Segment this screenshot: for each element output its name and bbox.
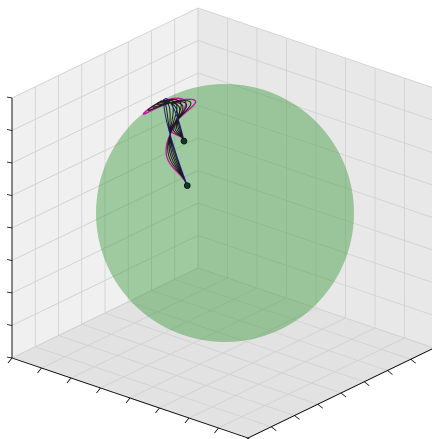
curve-2: [147, 98, 192, 186]
grid-line: [197, 40, 432, 121]
sphere: [96, 84, 354, 342]
grid-line: [159, 317, 346, 409]
grid-line: [11, 72, 199, 164]
curve-5: [159, 100, 188, 186]
grid-lines: [11, 7, 432, 439]
grid-line: [11, 40, 199, 131]
y-tick: [340, 392, 347, 398]
y-tick: [364, 381, 370, 387]
grid-line: [129, 307, 317, 399]
y-tick: [410, 358, 416, 364]
x-tick: [37, 367, 42, 374]
endpoint-layer: [180, 137, 191, 189]
z-tick: [6, 194, 13, 196]
z-tick: [6, 324, 13, 326]
z-tick: [6, 356, 13, 359]
endpoint-start: [183, 182, 191, 189]
curve-4: [156, 100, 188, 186]
curve-3: [152, 99, 188, 186]
x-tick: [214, 427, 219, 434]
curve-7: [163, 98, 188, 186]
grid-line: [197, 105, 432, 186]
y-tick: [271, 426, 277, 432]
z-tick: [6, 161, 13, 164]
z-tick: [6, 226, 13, 229]
x-tick: [7, 357, 13, 364]
x-tick: [125, 397, 131, 404]
curve-layer: [142, 97, 197, 186]
x-tick: [66, 377, 72, 384]
z-tick: [6, 259, 13, 261]
y-tick: [294, 415, 300, 420]
grid-line: [35, 346, 272, 428]
sphere-layer: [96, 84, 354, 342]
grid-line: [197, 72, 432, 153]
y-tick: [317, 403, 323, 409]
grid-line: [197, 7, 432, 88]
grid-line: [218, 337, 405, 429]
z-tick: [6, 96, 13, 99]
z-tick: [6, 291, 13, 294]
grid-line: [188, 327, 376, 419]
x-tick: [96, 387, 101, 394]
x-tick: [155, 407, 160, 414]
z-tick: [6, 129, 13, 131]
endpoint-end: [180, 137, 188, 145]
y-tick: [387, 370, 393, 375]
grid-line: [81, 323, 318, 405]
x-tick: [184, 417, 190, 424]
grid-line: [58, 335, 295, 416]
grid-line: [11, 7, 199, 99]
